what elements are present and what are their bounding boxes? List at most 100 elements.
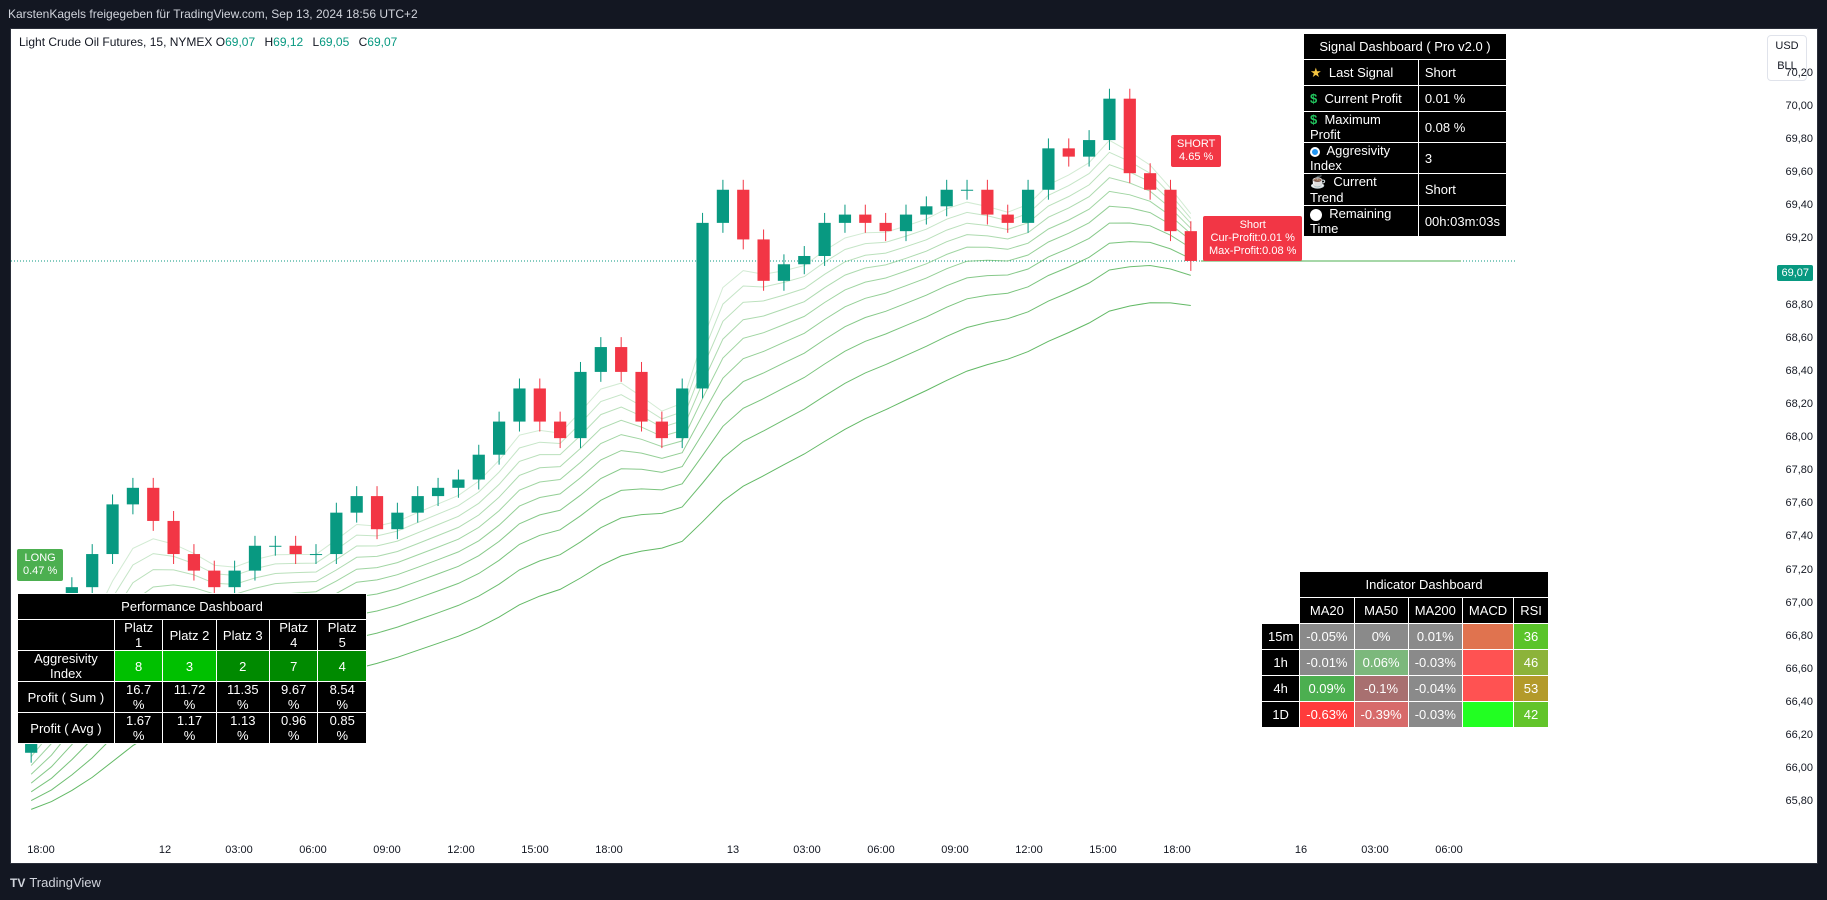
candle-body — [126, 487, 139, 505]
symbol-info: Light Crude Oil Futures, 15, NYMEX O69,0… — [19, 35, 403, 49]
candle-body — [757, 239, 770, 281]
perf-col-header: Platz 5 — [317, 619, 367, 651]
price-axis-label: 67,00 — [1785, 596, 1813, 609]
ind-col-header: RSI — [1513, 597, 1549, 624]
perf-row-label: Aggresivity Index — [17, 650, 115, 682]
candle-body — [676, 388, 689, 439]
ind-cell: -0.39% — [1353, 701, 1409, 728]
candle-body — [106, 504, 119, 555]
ribbon-line — [30, 151, 1192, 740]
performance-dashboard: Performance Dashboard Platz 1 Platz 2 Pl… — [17, 593, 367, 744]
ind-cell: 0% — [1353, 623, 1409, 650]
candle-body — [777, 264, 791, 281]
candle-body — [391, 512, 404, 530]
candle-body — [86, 554, 99, 588]
ind-cell — [1461, 623, 1515, 650]
ind-timeframe: 1h — [1260, 649, 1301, 676]
candle-body — [248, 545, 262, 571]
ind-col-header: MA20 — [1299, 597, 1355, 624]
ind-row: 1D -0.63% -0.39% -0.03% 42 — [1260, 701, 1549, 728]
perf-col-header: Platz 3 — [215, 619, 270, 651]
ind-spacer — [1262, 572, 1300, 598]
candle-body — [716, 189, 729, 223]
price-axis-label: 69,80 — [1785, 133, 1813, 146]
signal-dashboard-title: Signal Dashboard ( Pro v2.0 ) — [1303, 33, 1507, 60]
candle-body — [370, 496, 384, 530]
indicator-dashboard-title: Indicator Dashboard — [1299, 571, 1549, 598]
clock-icon — [1310, 208, 1322, 221]
long-signal-title: LONG — [24, 552, 56, 564]
last-price-tag: 69,07 — [1777, 265, 1813, 281]
perf-col-header: Platz 1 — [113, 619, 164, 651]
currency-unit-button[interactable]: USD BLL — [1767, 35, 1807, 81]
low-label: L — [312, 35, 320, 49]
ind-cell: -0.05% — [1299, 623, 1355, 650]
star-icon: ★ — [1310, 64, 1322, 80]
time-axis-label: 03:00 — [1361, 844, 1389, 856]
perf-col-header: Platz 4 — [268, 619, 319, 651]
signal-label: Aggresivity Index — [1310, 143, 1391, 173]
candle-body — [309, 554, 323, 556]
candle-body — [513, 388, 526, 422]
ind-spacer — [1262, 598, 1300, 624]
short-box-max: Max-Profit:0.08 % — [1209, 245, 1297, 257]
dollar-icon: $ — [1310, 91, 1318, 106]
time-axis-label: 03:00 — [793, 844, 821, 856]
ind-col-header: MA200 — [1407, 597, 1463, 624]
candle-body — [431, 487, 445, 497]
candle-body — [554, 421, 567, 439]
candle-body — [1001, 214, 1014, 223]
ind-timeframe: 1D — [1260, 701, 1301, 728]
ind-col-header: MACD — [1461, 597, 1515, 624]
chart-area[interactable]: Light Crude Oil Futures, 15, NYMEX O69,0… — [10, 28, 1818, 864]
perf-col-header: Platz 2 — [162, 619, 217, 651]
ind-cell: -0.63% — [1299, 701, 1355, 728]
candle-body — [1123, 98, 1136, 174]
perf-cell: 2 — [215, 650, 270, 682]
candle-body — [737, 189, 750, 240]
price-axis-label: 69,60 — [1785, 166, 1813, 179]
candle-body — [838, 214, 852, 223]
perf-cell: 1.67 % — [113, 712, 164, 744]
signal-label: Current Trend — [1310, 174, 1377, 205]
signal-value: 3 — [1417, 142, 1508, 174]
time-axis-label: 09:00 — [941, 844, 969, 856]
candle-body — [981, 189, 994, 215]
ind-cell: 53 — [1513, 675, 1549, 702]
price-axis-label: 70,00 — [1785, 99, 1813, 112]
ind-cell: 42 — [1513, 701, 1549, 728]
candle-body — [940, 189, 953, 207]
candle-body — [1042, 148, 1055, 190]
candle-body — [208, 570, 221, 588]
perf-cell: 11.35 % — [215, 681, 270, 713]
price-axis-label: 68,00 — [1785, 431, 1813, 444]
time-axis-label: 13 — [726, 844, 740, 856]
candle-body — [818, 222, 831, 256]
candle-body — [696, 222, 709, 389]
candle-body — [655, 421, 668, 439]
open-label: O — [215, 35, 226, 49]
candle-body — [798, 255, 811, 265]
candle-body — [452, 479, 465, 488]
perf-corner — [17, 619, 115, 651]
time-axis-label: 15:00 — [1089, 844, 1117, 856]
trend-icon: ☕ — [1310, 174, 1327, 189]
perf-cell: 8 — [113, 650, 164, 682]
ind-cell: -0.1% — [1353, 675, 1409, 702]
ind-cell — [1461, 649, 1515, 676]
short-box-title: Short — [1239, 219, 1266, 231]
share-title: KarstenKagels freigegeben für TradingVie… — [8, 7, 418, 21]
price-axis-label: 68,60 — [1785, 331, 1813, 344]
candle-body — [635, 371, 648, 422]
time-axis-label: 06:00 — [867, 844, 895, 856]
time-axis-label: 09:00 — [373, 844, 401, 856]
ind-cell: 46 — [1513, 649, 1549, 676]
signal-value: Short — [1417, 173, 1508, 206]
perf-row-label: Profit ( Avg ) — [17, 712, 115, 744]
perf-cell: 1.17 % — [162, 712, 217, 744]
short-signal-title: SHORT — [1177, 138, 1216, 150]
perf-cell: 1.13 % — [215, 712, 270, 744]
price-axis-label: 66,60 — [1785, 662, 1813, 675]
dollar-icon: $ — [1310, 112, 1318, 127]
signal-row: $ Maximum Profit 0.08 % — [1303, 111, 1508, 143]
